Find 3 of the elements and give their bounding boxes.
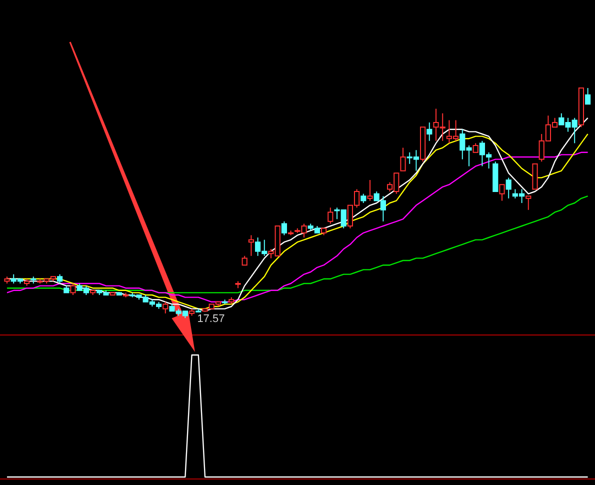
candlestick [248, 234, 254, 256]
candlestick [426, 122, 432, 142]
annotation: 17.57 [197, 313, 225, 325]
